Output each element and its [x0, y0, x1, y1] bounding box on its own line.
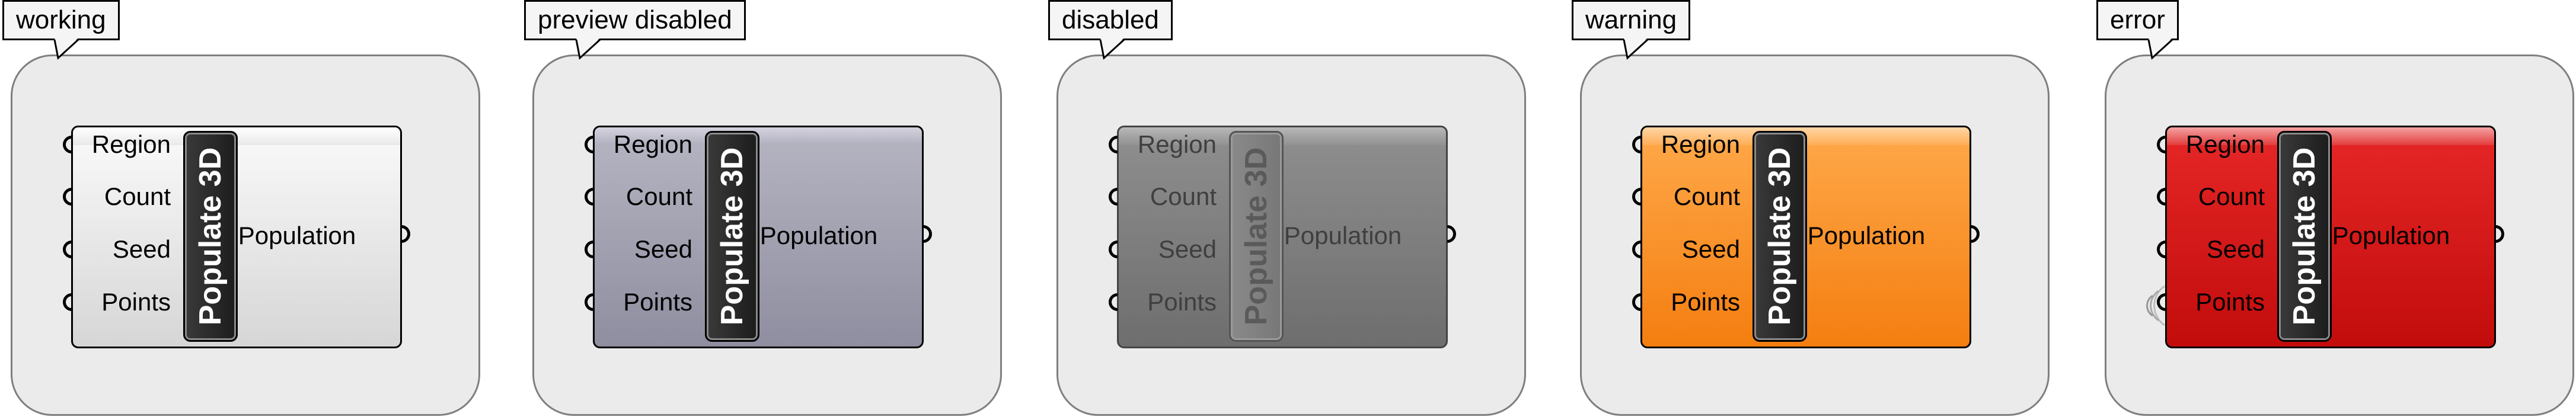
state-tag: warning	[1572, 0, 1690, 40]
input-region-label: Region	[1642, 130, 1740, 159]
output-grip-icon[interactable]	[914, 225, 932, 243]
state-tag: preview disabled	[524, 0, 746, 40]
input-seed-label: Seed	[595, 235, 692, 264]
tag-pointer-icon	[2146, 38, 2175, 62]
state-tag: error	[2096, 0, 2179, 40]
tag-pointer-icon	[1098, 38, 1126, 62]
state-tag: disabled	[1048, 0, 1173, 40]
populate-3d-component[interactable]: Region Count Seed Points Populate 3D Populati…	[71, 126, 402, 348]
output-grip-icon[interactable]	[392, 225, 410, 243]
input-points-label: Points	[73, 287, 171, 317]
tag-pointer-icon	[574, 38, 602, 62]
input-points-label: Points	[595, 287, 692, 317]
output-grip-icon[interactable]	[2486, 225, 2504, 243]
input-count-label: Count	[1642, 182, 1740, 211]
output-population-label: Population	[1771, 221, 1961, 251]
state-tag: working	[2, 0, 120, 40]
populate-3d-component[interactable]: Region Count Seed Points Populate 3D Populati…	[593, 126, 924, 348]
output-population-label: Population	[2296, 221, 2486, 251]
input-count-label: Count	[1119, 182, 1217, 211]
input-seed-label: Seed	[73, 235, 171, 264]
input-count-label: Count	[2167, 182, 2265, 211]
input-region-label: Region	[73, 130, 171, 159]
input-points-label: Points	[1119, 287, 1217, 317]
input-seed-label: Seed	[2167, 235, 2265, 264]
input-region-label: Region	[1119, 130, 1217, 159]
tag-pointer-icon	[52, 38, 81, 62]
output-population-label: Population	[1248, 221, 1438, 251]
output-population-label: Population	[202, 221, 392, 251]
input-seed-label: Seed	[1642, 235, 1740, 264]
populate-3d-component[interactable]: Region Count Seed Points Populate 3D Populati…	[2165, 126, 2496, 348]
populate-3d-component[interactable]: Region Count Seed Points Populate 3D Populati…	[1640, 126, 1971, 348]
output-population-label: Population	[724, 221, 914, 251]
output-grip-icon[interactable]	[1962, 225, 1980, 243]
populate-3d-component[interactable]: Region Count Seed Points Populate 3D Populati…	[1117, 126, 1448, 348]
error-ripple-icon	[2130, 279, 2172, 332]
input-points-label: Points	[1642, 287, 1740, 317]
output-grip-icon[interactable]	[1438, 225, 1456, 243]
input-points-label: Points	[2167, 287, 2265, 317]
tag-pointer-icon	[1621, 38, 1650, 62]
input-region-label: Region	[595, 130, 692, 159]
input-region-label: Region	[2167, 130, 2265, 159]
input-count-label: Count	[595, 182, 692, 211]
input-count-label: Count	[73, 182, 171, 211]
input-seed-label: Seed	[1119, 235, 1217, 264]
